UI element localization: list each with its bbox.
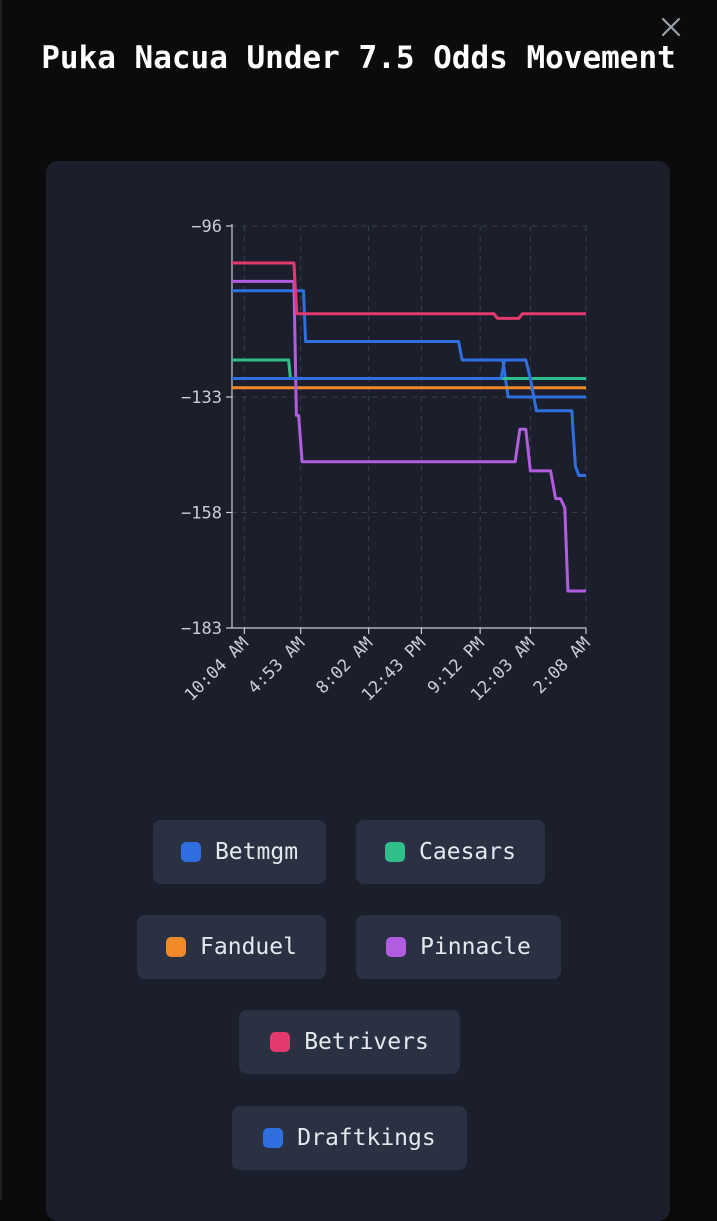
legend-item-pinnacle[interactable]: Pinnacle <box>356 915 561 979</box>
legend-item-betmgm[interactable]: Betmgm <box>153 820 326 884</box>
legend-item-caesars[interactable]: Caesars <box>356 820 545 884</box>
legend-item-fanduel[interactable]: Fanduel <box>137 915 326 979</box>
legend-swatch-betrivers <box>270 1032 291 1052</box>
legend-swatch-draftkings <box>263 1128 284 1148</box>
series-line-betmgm <box>232 289 586 399</box>
legend-item-draftkings[interactable]: Draftkings <box>232 1106 467 1170</box>
series-line-pinnacle <box>232 279 586 593</box>
x-tick-label: 10:04 AM <box>181 633 253 705</box>
legend-label: Betmgm <box>214 839 299 865</box>
legend-swatch-fanduel <box>166 937 187 957</box>
legend-label: Caesars <box>419 839 516 865</box>
x-tick-label: 2:08 AM <box>530 633 595 698</box>
y-tick-label: −183 <box>181 619 222 639</box>
legend-swatch-pinnacle <box>386 937 407 957</box>
legend-label: Draftkings <box>297 1125 436 1151</box>
legend-swatch-betmgm <box>180 842 201 862</box>
legend-label: Fanduel <box>200 934 297 960</box>
y-tick-label: −96 <box>191 217 222 237</box>
series-line-draftkings <box>232 358 586 477</box>
legend-swatch-caesars <box>385 842 406 862</box>
chart-title: Puka Nacua Under 7.5 Odds Movement <box>41 40 676 76</box>
chart-panel: −96 −133 −158 −183 10:04 AM 4:53 AM 8:02 AM 12:… <box>46 161 670 1221</box>
series-line-caesars <box>232 358 586 380</box>
series-line-betrivers <box>232 261 586 320</box>
legend-label: Betrivers <box>304 1029 429 1055</box>
close-button[interactable] <box>656 12 686 42</box>
legend-item-betrivers[interactable]: Betrivers <box>239 1010 460 1074</box>
close-icon <box>661 17 681 37</box>
legend-label: Pinnacle <box>420 934 531 960</box>
y-tick-label: −133 <box>181 388 222 408</box>
x-tick-label: 4:53 AM <box>244 633 309 698</box>
y-tick-label: −158 <box>181 503 222 523</box>
